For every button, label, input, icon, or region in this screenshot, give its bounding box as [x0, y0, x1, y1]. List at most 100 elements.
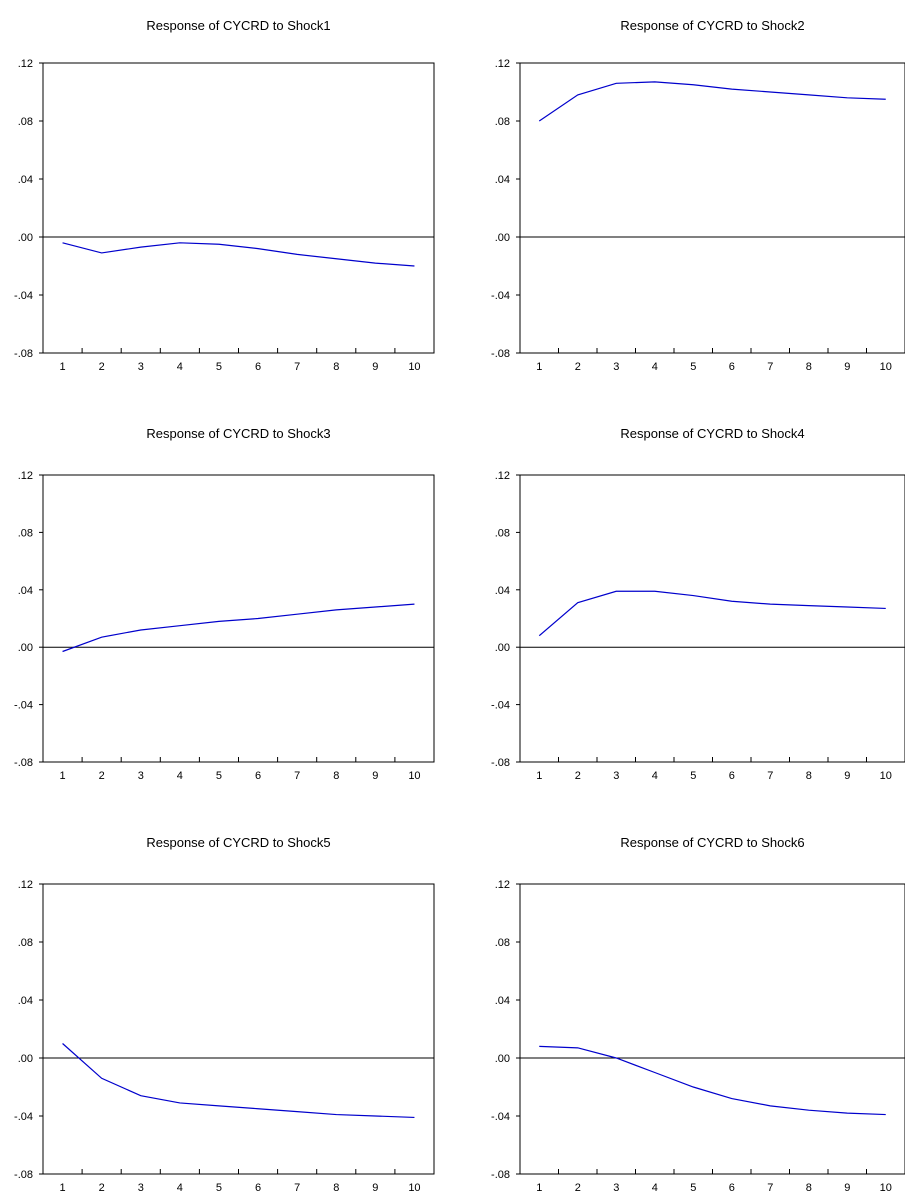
- plot-frame: [42, 474, 435, 763]
- plot-frame: [519, 474, 905, 763]
- plot-frame: [519, 62, 905, 354]
- x-tick-label: 1: [536, 361, 542, 373]
- x-tick-label: 10: [880, 361, 892, 373]
- x-tick-label: 9: [372, 361, 378, 373]
- panel-title: Response of CYCRD to Shock6: [620, 835, 804, 850]
- y-tick-label: .04: [495, 585, 510, 597]
- x-tick-label: 6: [255, 770, 261, 782]
- y-tick-label: .08: [495, 937, 510, 949]
- y-tick-label: .04: [18, 585, 33, 597]
- y-tick-label: .08: [18, 527, 33, 539]
- x-tick-label: 2: [575, 770, 581, 782]
- x-tick-label: 1: [59, 361, 65, 373]
- x-tick-label: 7: [767, 770, 773, 782]
- panel-title: Response of CYCRD to Shock1: [146, 18, 330, 33]
- panel-4: Response of CYCRD to Shock4 .12 .08 .04 .00 -…: [491, 426, 905, 782]
- panel-title: Response of CYCRD to Shock4: [620, 426, 804, 441]
- x-tick-label: 1: [536, 770, 542, 782]
- y-tick-label: .08: [495, 116, 510, 128]
- y-tick-label: .08: [495, 527, 510, 539]
- plot-frame: [519, 883, 905, 1175]
- response-line: [62, 603, 415, 653]
- panel-6: Response of CYCRD to Shock6 .12 .08 .04 .00 -…: [491, 835, 905, 1194]
- y-tick-label: .04: [18, 995, 33, 1007]
- x-tick-label: 6: [729, 361, 735, 373]
- x-tick-label: 2: [575, 1182, 581, 1194]
- y-tick-label: .08: [18, 937, 33, 949]
- x-tick-label: 1: [59, 770, 65, 782]
- x-tick-label: 9: [844, 361, 850, 373]
- x-tick-label: 4: [652, 1182, 658, 1194]
- panel-title: Response of CYCRD to Shock5: [146, 835, 330, 850]
- panel-5: Response of CYCRD to Shock5 .12 .08 .04 .00 -…: [14, 835, 435, 1194]
- x-tick-label: 3: [613, 361, 619, 373]
- x-tick-label: 8: [333, 361, 339, 373]
- y-tick-label: -.04: [14, 1111, 33, 1123]
- x-tick-label: 3: [138, 770, 144, 782]
- y-tick-label: .00: [18, 642, 33, 654]
- x-tick-label: 10: [880, 1182, 892, 1194]
- x-tick-label: 5: [216, 770, 222, 782]
- y-tick-label: .00: [495, 642, 510, 654]
- y-tick-label: .12: [18, 879, 33, 891]
- y-tick-label: .04: [18, 174, 33, 186]
- response-line: [62, 1043, 415, 1119]
- x-tick-label: 6: [729, 770, 735, 782]
- plot-frame: [42, 62, 435, 354]
- x-tick-label: 4: [652, 361, 658, 373]
- y-tick-label: .04: [495, 995, 510, 1007]
- x-tick-label: 10: [880, 770, 892, 782]
- panel-1: Response of CYCRD to Shock1 .12 .08 .04 .00 -…: [14, 18, 435, 373]
- x-tick-label: 5: [690, 770, 696, 782]
- response-line: [538, 590, 886, 637]
- y-tick-label: .12: [495, 879, 510, 891]
- x-tick-label: 9: [844, 770, 850, 782]
- y-tick-label: -.08: [491, 348, 510, 360]
- y-tick-label: .00: [18, 1053, 33, 1065]
- panel-title: Response of CYCRD to Shock2: [620, 18, 804, 33]
- x-tick-label: 7: [767, 361, 773, 373]
- x-tick-label: 5: [690, 361, 696, 373]
- y-tick-label: -.04: [491, 1111, 510, 1123]
- x-tick-label: 3: [613, 1182, 619, 1194]
- y-tick-label: -.04: [14, 290, 33, 302]
- response-line: [539, 1045, 886, 1116]
- y-tick-label: .12: [18, 58, 33, 70]
- y-tick-label: -.04: [14, 700, 33, 712]
- plot-frame: [42, 883, 435, 1175]
- x-tick-label: 6: [729, 1182, 735, 1194]
- x-tick-label: 3: [138, 361, 144, 373]
- y-tick-label: .12: [18, 470, 33, 482]
- x-tick-label: 2: [99, 1182, 105, 1194]
- x-tick-label: 8: [806, 1182, 812, 1194]
- x-tick-label: 4: [177, 770, 183, 782]
- x-tick-label: 4: [652, 770, 658, 782]
- x-tick-label: 7: [294, 770, 300, 782]
- panel-title: Response of CYCRD to Shock3: [146, 426, 330, 441]
- panel-2: Response of CYCRD to Shock2 .12 .08 .04 .00 -…: [491, 18, 905, 373]
- x-tick-label: 8: [333, 1182, 339, 1194]
- y-tick-label: -.08: [14, 757, 33, 769]
- x-tick-label: 1: [536, 1182, 542, 1194]
- y-tick-label: .00: [495, 232, 510, 244]
- y-tick-label: .00: [18, 232, 33, 244]
- x-tick-label: 4: [177, 361, 183, 373]
- x-tick-label: 9: [372, 770, 378, 782]
- x-tick-label: 6: [255, 1182, 261, 1194]
- x-tick-label: 8: [806, 770, 812, 782]
- panel-3: Response of CYCRD to Shock3 .12 .08 .04 .00 -…: [14, 426, 435, 782]
- y-tick-label: .04: [495, 174, 510, 186]
- x-tick-label: 10: [408, 1182, 420, 1194]
- x-tick-label: 8: [806, 361, 812, 373]
- x-tick-label: 7: [294, 1182, 300, 1194]
- x-tick-label: 9: [372, 1182, 378, 1194]
- y-tick-label: .12: [495, 470, 510, 482]
- y-tick-label: .08: [18, 116, 33, 128]
- x-tick-label: 5: [216, 361, 222, 373]
- response-line: [538, 81, 886, 122]
- y-tick-label: -.08: [491, 1169, 510, 1181]
- x-tick-label: 7: [767, 1182, 773, 1194]
- x-tick-label: 6: [255, 361, 261, 373]
- x-tick-label: 4: [177, 1182, 183, 1194]
